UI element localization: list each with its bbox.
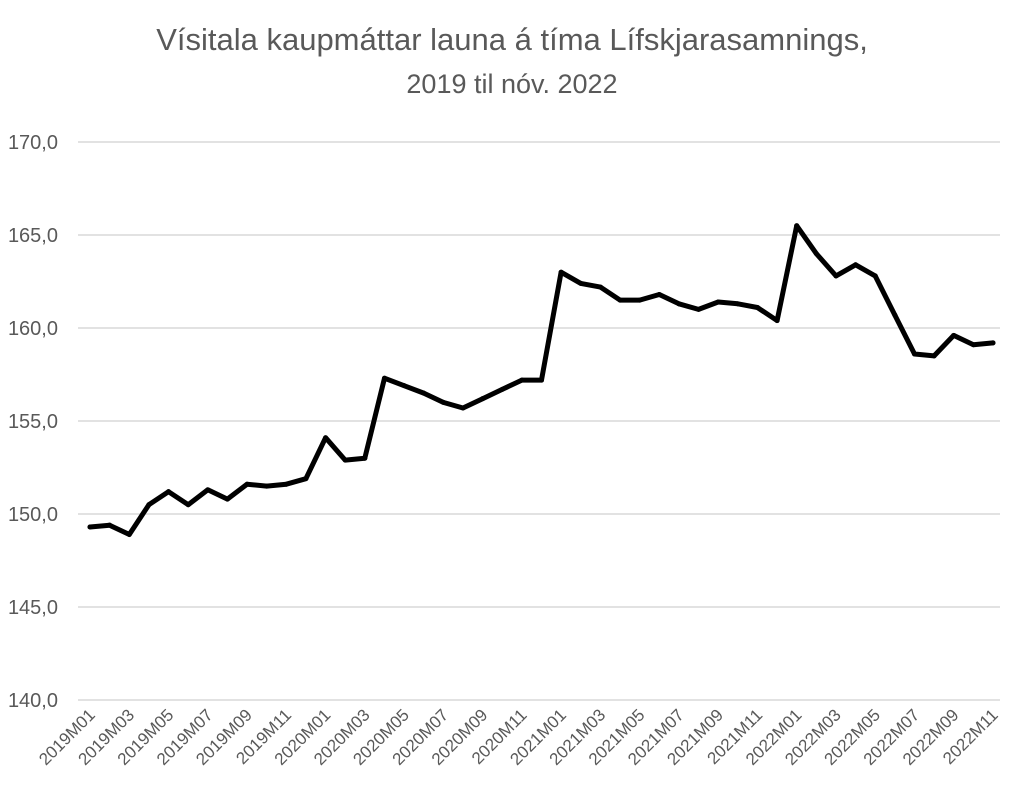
data-point (421, 390, 427, 396)
y-tick-label: 165,0 (8, 225, 58, 247)
data-point (519, 377, 525, 383)
data-point (381, 375, 387, 381)
y-tick-label: 155,0 (8, 411, 58, 433)
data-point (617, 297, 623, 303)
data-point (185, 502, 191, 508)
data-point (833, 273, 839, 279)
data-point (656, 292, 662, 298)
data-point (578, 280, 584, 286)
data-point (539, 377, 544, 383)
data-point (970, 342, 976, 348)
data-point (303, 476, 309, 482)
data-point (813, 251, 819, 257)
data-point (264, 483, 270, 489)
data-point (696, 306, 702, 312)
data-point (931, 353, 937, 359)
chart-subtitle: 2019 til nóv. 2022 (406, 69, 618, 99)
data-point (735, 301, 741, 307)
data-point (283, 481, 289, 487)
data-point (990, 340, 996, 346)
data-point (911, 351, 917, 357)
gridlines (78, 141, 1000, 701)
data-point (892, 312, 898, 318)
data-point (460, 405, 466, 411)
chart-title: Vísitala kaupmáttar launa á tíma Lífskja… (156, 22, 868, 57)
data-point (166, 489, 172, 495)
data-point (853, 262, 859, 268)
data-point (872, 273, 878, 279)
y-tick-label: 145,0 (8, 597, 58, 619)
data-point (146, 502, 152, 508)
data-point (323, 435, 329, 441)
data-point (107, 522, 113, 528)
data-point (205, 487, 211, 493)
data-point (244, 481, 250, 487)
data-point (224, 496, 230, 502)
data-point (597, 284, 603, 290)
data-point (558, 269, 564, 275)
y-tick-label: 150,0 (8, 504, 58, 526)
y-tick-label: 170,0 (8, 132, 58, 154)
data-point (754, 305, 760, 311)
data-point (480, 396, 486, 402)
data-point (951, 332, 957, 338)
data-point (87, 524, 93, 530)
data-point (774, 318, 780, 324)
data-point (794, 223, 800, 229)
y-tick-label: 160,0 (8, 318, 58, 340)
data-point (676, 301, 682, 307)
data-point (126, 531, 132, 537)
data-point (499, 386, 505, 392)
data-point (362, 455, 368, 461)
data-point (440, 399, 446, 405)
y-tick-label: 140,0 (8, 690, 58, 712)
data-point (342, 457, 348, 463)
data-point (637, 297, 643, 303)
data-point (715, 299, 721, 305)
data-point (401, 383, 407, 389)
